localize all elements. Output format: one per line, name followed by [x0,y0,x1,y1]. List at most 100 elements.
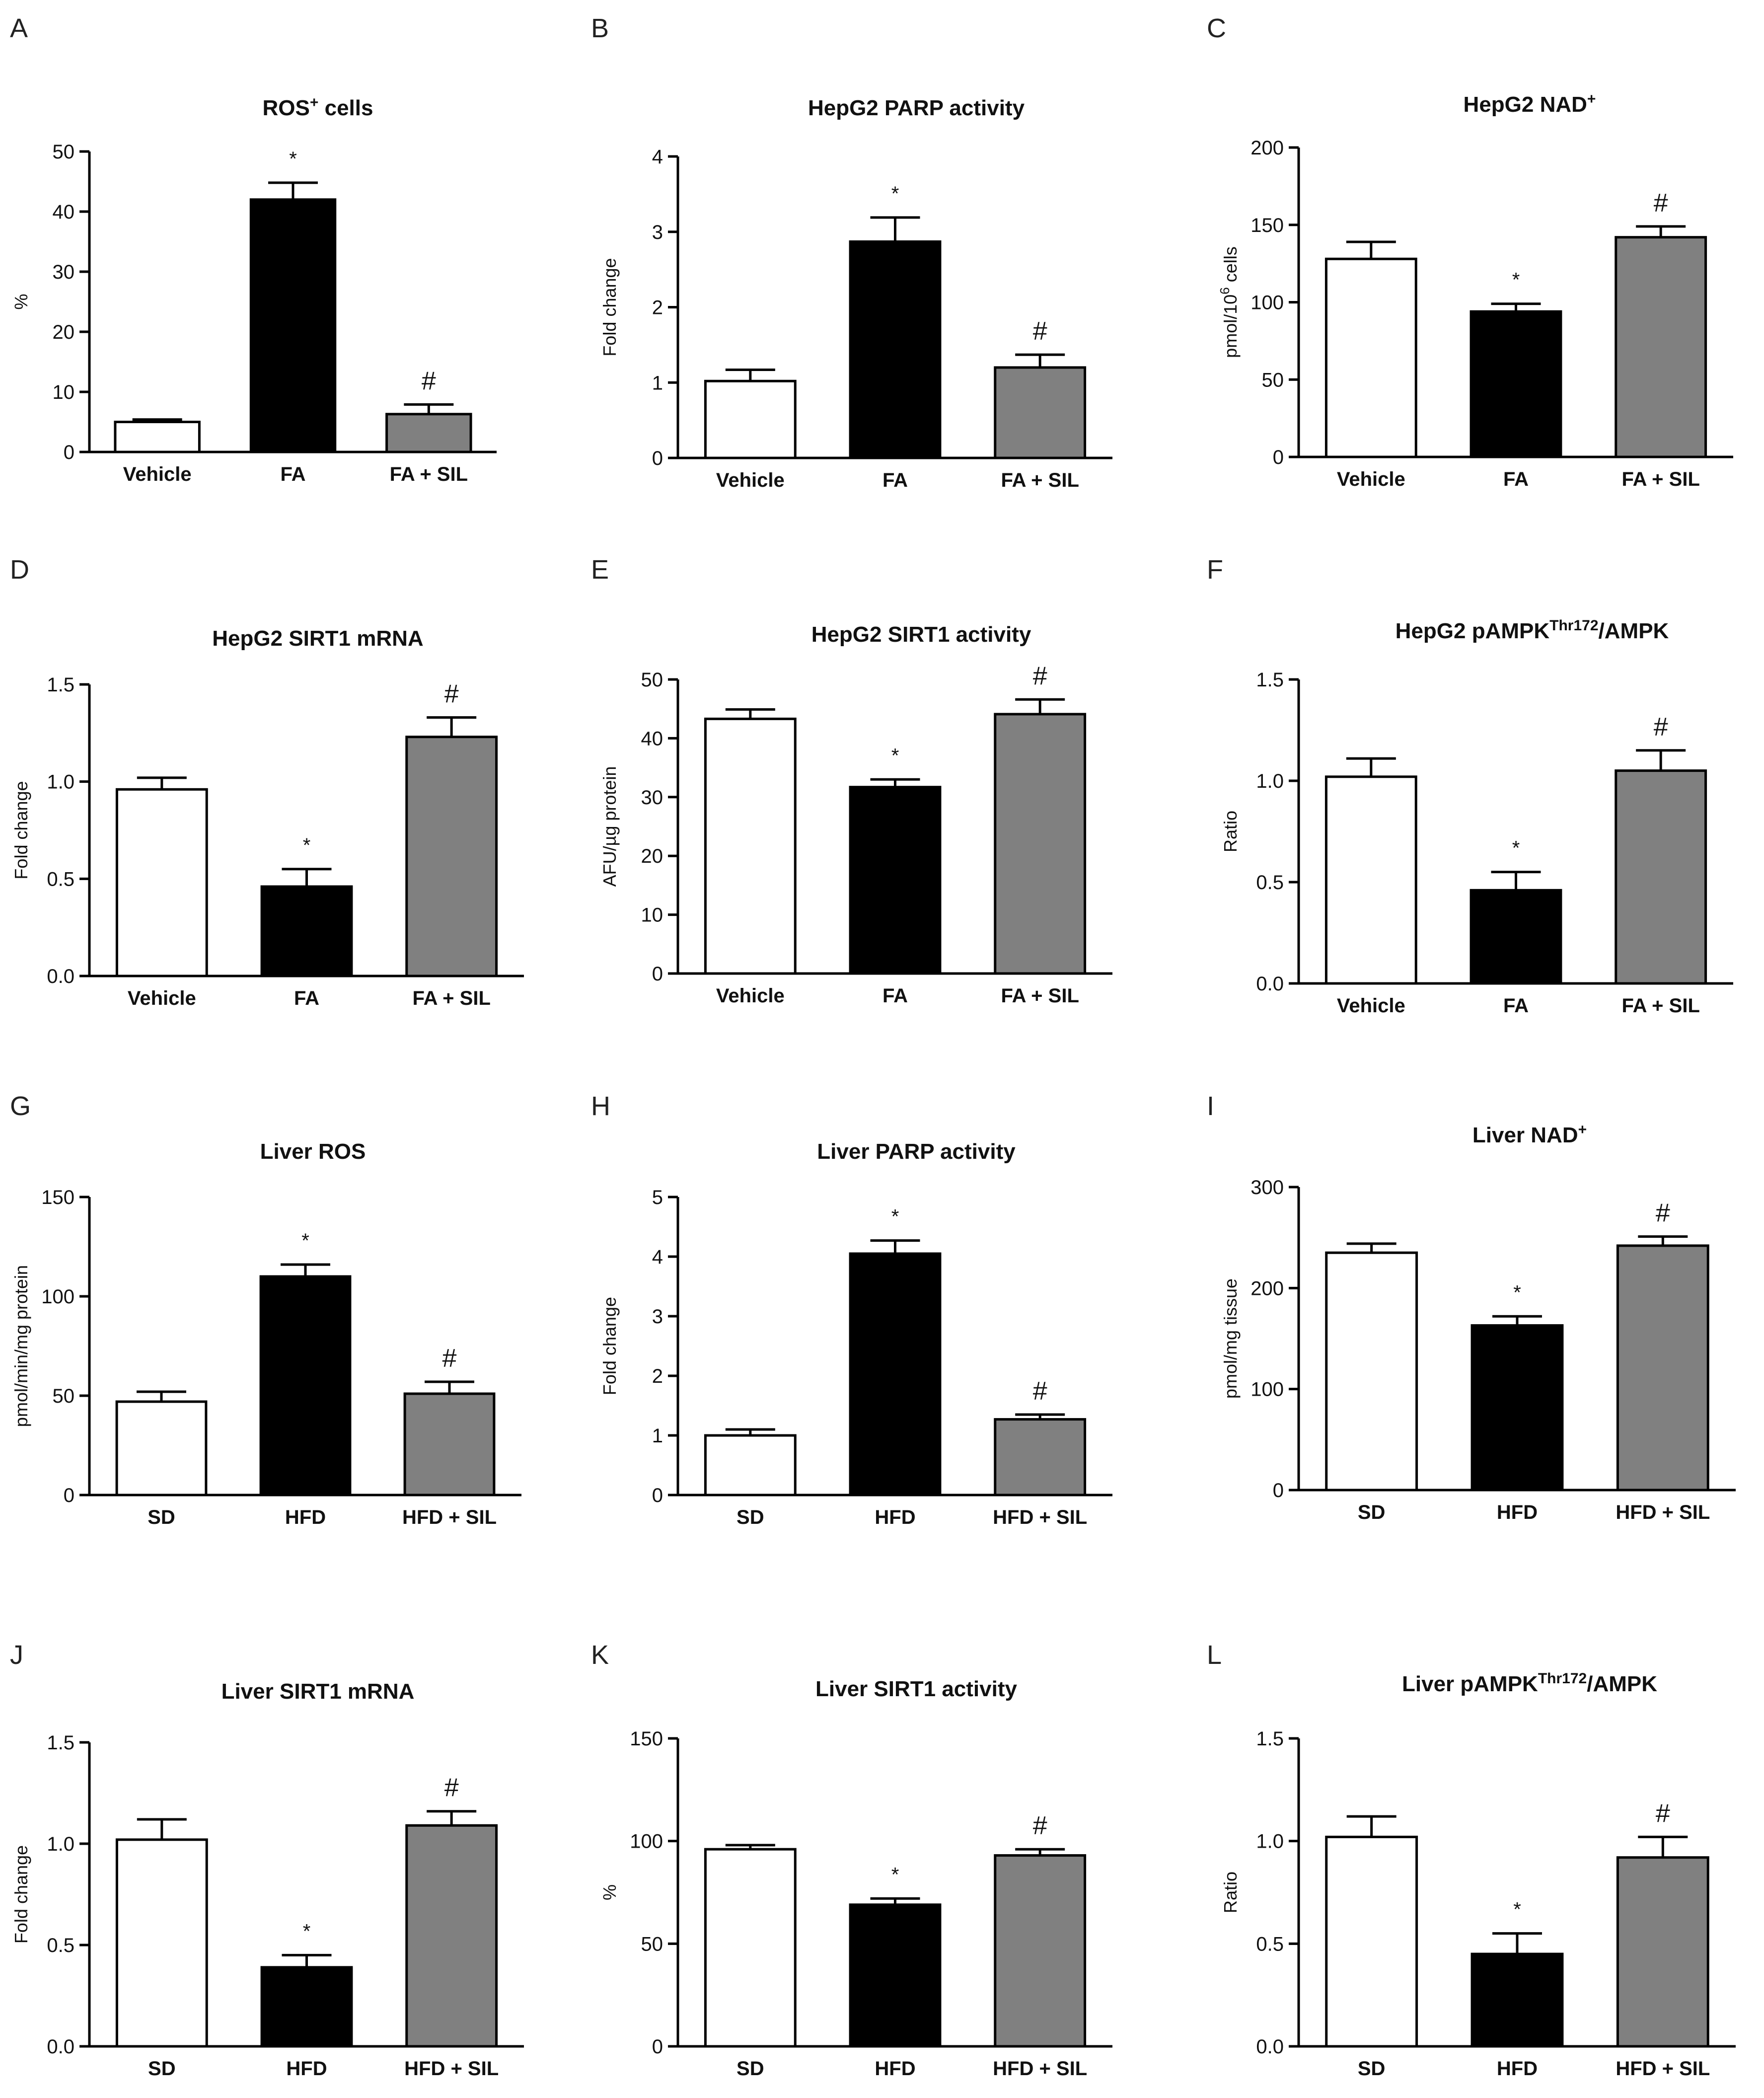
significance-marker: * [891,183,899,205]
y-tick-label: 0 [64,1485,74,1506]
y-tick-label: 100 [1250,292,1284,314]
x-tick-label: Vehicle [1337,468,1405,490]
bar [403,1392,496,1497]
y-tick-label: 0 [1273,447,1284,468]
bar-hfd: * HFD [1470,1281,1564,1523]
significance-marker: # [1654,189,1668,218]
panel-letter: D [10,555,29,585]
panel-letter: C [1207,13,1226,43]
bar [704,379,797,459]
y-tick-label: 4 [652,146,663,168]
y-tick-label: 1.5 [47,1732,74,1754]
y-tick-label: 0 [652,963,663,985]
panel-k: K Liver SIRT1 activity 0 50 100 150% SD * HFD # HF… [591,1640,1112,2080]
bar-sd: SD [704,1844,797,2080]
y-tick-label: 100 [41,1286,74,1308]
y-tick-label: 150 [630,1728,663,1750]
x-tick-label: HFD [285,1506,326,1528]
chart-title: HepG2 NAD+ [1464,91,1596,117]
x-tick-label: HFD + SIL [404,2058,499,2080]
x-tick-label: FA [882,985,908,1007]
x-tick-label: FA [882,469,908,491]
bar-fa: * FA [1470,837,1562,1017]
bar-vehicle: Vehicle [1324,757,1417,1017]
bar [849,786,942,975]
panel-e: E HepG2 SIRT1 activity 0 10 20 30 40 50 AFU/µg p… [591,555,1112,1007]
bar [1325,1835,1418,2048]
y-tick-label: 50 [53,1385,75,1407]
chart-title: Liver PARP activity [817,1139,1016,1164]
bar-hfd-sil: # HFD + SIL [402,1344,497,1528]
bar [994,1854,1087,2048]
bar [260,885,353,977]
y-tick-label: 200 [1250,137,1284,159]
y-tick-label: 30 [641,787,663,809]
bar-hfd-sil: # HFD + SIL [1616,1799,1710,2080]
bar-hfd: * HFD [1470,1899,1564,2080]
significance-marker: # [442,1344,457,1373]
significance-marker: # [1033,1811,1047,1840]
x-tick-label: SD [1358,2058,1386,2080]
y-axis-label: AFU/µg protein [599,766,620,887]
y-axis-label: Fold change [599,258,620,356]
bar [1470,1324,1564,1492]
bar [385,413,472,453]
y-tick-label: 30 [53,261,75,283]
y-tick-label: 1.5 [1256,669,1284,691]
significance-marker: # [444,680,459,709]
bar [115,1838,208,2048]
panel-f: F HepG2 pAMPKThr172/AMPK 0.0 0.5 1.0 1.5 Ratio… [1207,555,1733,1017]
panel-a: A ROS+ cells 0 10 20 30 40 50% Vehicle * FA # FA + S… [10,13,497,485]
y-tick-label: 0.5 [1256,872,1284,894]
panel-j: J Liver SIRT1 mRNA 0.0 0.5 1.0 1.5 Fold change… [10,1640,524,2080]
bar-hfd: * HFD [260,1920,353,2080]
x-tick-label: FA [280,463,305,485]
significance-marker: * [289,148,297,170]
significance-marker: * [1512,837,1520,859]
bar-fa: * FA [849,183,942,491]
x-tick-label: SD [1358,1501,1386,1523]
y-tick-label: 4 [652,1246,663,1268]
chart-title: HepG2 SIRT1 activity [811,622,1031,647]
significance-marker: * [891,1206,899,1228]
y-tick-label: 5 [652,1187,663,1208]
significance-marker: * [1513,1899,1521,1921]
y-axis-label: % [599,1884,620,1900]
panel-letter: K [591,1640,609,1670]
x-tick-label: HFD [286,2058,327,2080]
y-tick-label: 0.0 [1256,973,1284,995]
bar-vehicle: Vehicle [1324,240,1417,490]
y-tick-label: 1.5 [47,674,74,696]
significance-marker: * [891,745,899,766]
x-tick-label: FA + SIL [412,987,490,1009]
bar [994,1418,1087,1497]
bar-vehicle: Vehicle [114,418,201,485]
y-tick-label: 0 [64,442,74,463]
x-tick-label: HFD [875,2058,915,2080]
bar-hfd-sil: # HFD + SIL [1616,1199,1710,1523]
y-tick-label: 200 [1250,1277,1284,1299]
y-axis-label: pmol/mg tissue [1220,1278,1241,1399]
bar [1470,889,1562,985]
y-tick-label: 1.0 [1256,770,1284,792]
bar [704,1848,797,2048]
bar-sd: SD [1325,1815,1418,2080]
y-tick-label: 1 [652,1425,663,1447]
x-tick-label: HFD + SIL [1616,1501,1710,1523]
y-tick-label: 0 [652,2036,663,2058]
y-tick-label: 1.0 [47,1833,74,1855]
y-tick-label: 50 [53,141,75,163]
panel-letter: A [10,13,28,43]
bar [994,366,1087,459]
y-axis-label: Ratio [1220,1872,1241,1913]
bar-sd: SD [704,1428,797,1528]
y-tick-label: 0 [652,1485,663,1506]
x-tick-label: FA + SIL [390,463,468,485]
x-tick-label: HFD [1497,2058,1538,2080]
x-tick-label: Vehicle [1337,995,1405,1017]
x-tick-label: SD [147,1506,175,1528]
y-tick-label: 20 [641,845,663,867]
bar-hfd: * HFD [849,1206,942,1528]
x-tick-label: FA [1503,995,1529,1017]
y-tick-label: 20 [53,321,75,343]
